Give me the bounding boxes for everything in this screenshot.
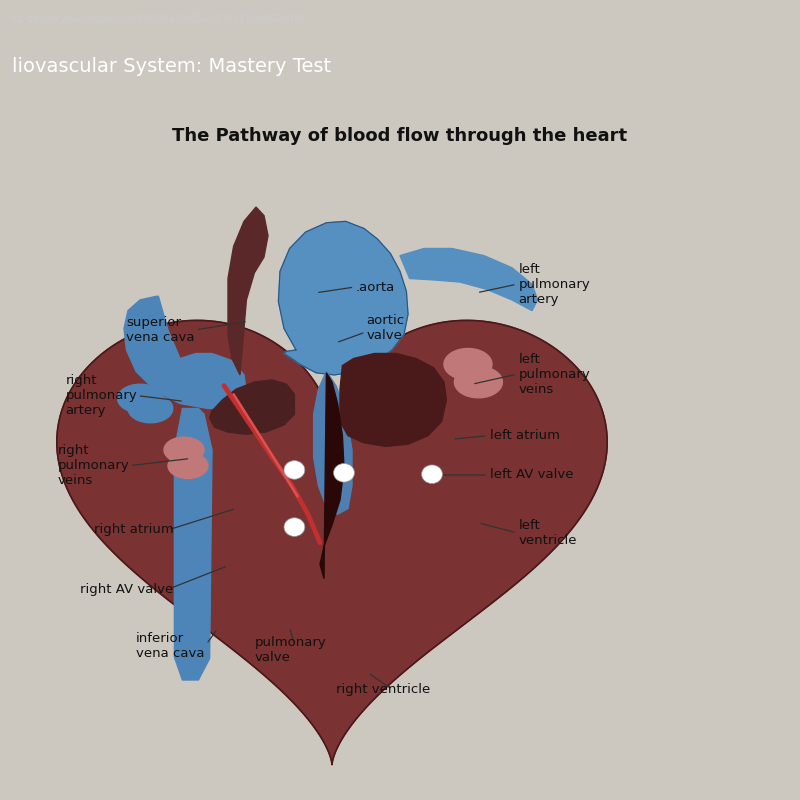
Text: The Pathway of blood flow through the heart: The Pathway of blood flow through the he… — [173, 126, 627, 145]
Circle shape — [284, 518, 305, 536]
Text: .aorta: .aorta — [356, 281, 395, 294]
Text: right atrium: right atrium — [94, 523, 174, 537]
Text: right ventricle: right ventricle — [336, 682, 430, 696]
Polygon shape — [118, 384, 162, 413]
Text: right
pulmonary
veins: right pulmonary veins — [58, 444, 130, 487]
Text: left AV valve: left AV valve — [490, 469, 573, 482]
Text: left
pulmonary
artery: left pulmonary artery — [518, 262, 590, 306]
Text: liovascular System: Mastery Test: liovascular System: Mastery Test — [12, 57, 331, 76]
Circle shape — [334, 463, 354, 482]
Polygon shape — [340, 354, 446, 446]
Text: right
pulmonary
artery: right pulmonary artery — [66, 374, 138, 417]
Text: nts-delivery/ua/mt/launch/49598438/8522636217/aHR0cHM...: nts-delivery/ua/mt/launch/49598438/85226… — [8, 14, 311, 24]
Polygon shape — [128, 394, 173, 422]
Text: left
pulmonary
veins: left pulmonary veins — [518, 353, 590, 396]
Polygon shape — [278, 222, 408, 375]
Polygon shape — [210, 380, 294, 434]
Text: right AV valve: right AV valve — [80, 582, 174, 596]
Polygon shape — [228, 207, 268, 375]
Text: aortic
valve: aortic valve — [366, 314, 405, 342]
Circle shape — [422, 465, 442, 483]
Polygon shape — [124, 296, 246, 409]
Polygon shape — [57, 320, 607, 765]
Circle shape — [284, 461, 305, 479]
Polygon shape — [314, 371, 352, 514]
Polygon shape — [400, 249, 538, 310]
Text: pulmonary
valve: pulmonary valve — [254, 636, 326, 664]
Polygon shape — [174, 409, 212, 680]
Polygon shape — [320, 373, 344, 578]
Polygon shape — [444, 349, 492, 380]
Text: inferior
vena cava: inferior vena cava — [136, 633, 205, 661]
Text: left atrium: left atrium — [490, 429, 559, 442]
Polygon shape — [168, 453, 208, 478]
Text: superior
vena cava: superior vena cava — [126, 316, 195, 344]
Text: left
ventricle: left ventricle — [518, 519, 577, 547]
Polygon shape — [164, 437, 204, 463]
Polygon shape — [454, 366, 502, 398]
